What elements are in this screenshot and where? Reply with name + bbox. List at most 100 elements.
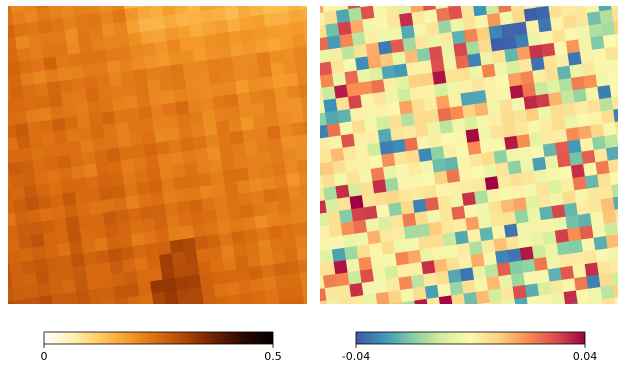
- heatmap-cell: [298, 83, 307, 98]
- heatmap-cell: [251, 102, 266, 118]
- heatmap-cell: [182, 61, 198, 77]
- heatmap-cell: [346, 82, 361, 98]
- heatmap-cell: [320, 163, 322, 178]
- heatmap-cell: [148, 91, 164, 107]
- heatmap-cell: [477, 126, 493, 142]
- heatmap-cell: [463, 291, 478, 304]
- heatmap-cell: [65, 128, 81, 144]
- heatmap-cell: [39, 207, 55, 223]
- heatmap-cell: [8, 149, 21, 165]
- heatmap-cell: [80, 315, 95, 330]
- heatmap-cell: [72, 0, 87, 4]
- heatmap-cell: [320, 249, 334, 264]
- heatmap-cell: [60, 267, 76, 282]
- heatmap-cell: [423, 9, 439, 24]
- heatmap-cell: [50, 105, 65, 121]
- heatmap-cell: [565, 39, 581, 54]
- heatmap-cell: [217, 132, 233, 147]
- heatmap-cell: [340, 221, 356, 236]
- heatmap-cell: [265, 112, 280, 128]
- heatmap-cell: [307, 339, 321, 353]
- heatmap-cell: [52, 30, 67, 45]
- heatmap-cell: [365, 42, 381, 57]
- heatmap-cell: [576, 113, 591, 128]
- heatmap-cell: [200, 9, 215, 24]
- heatmap-cell: [260, 0, 275, 3]
- heatmap-cell: [491, 225, 507, 240]
- heatmap-cell: [356, 156, 372, 171]
- heatmap-cell: [597, 172, 612, 188]
- heatmap-cell: [123, 182, 139, 198]
- heatmap-cell: [81, 63, 97, 79]
- heatmap-cell: [373, 279, 389, 294]
- heatmap-cell: [320, 61, 333, 77]
- heatmap-cell: [469, 153, 484, 168]
- heatmap-cell: [453, 306, 467, 320]
- heatmap-cell: [600, 197, 616, 212]
- heatmap-cell: [130, 232, 146, 247]
- heatmap-cell: [504, 135, 519, 151]
- heatmap-cell: [483, 163, 498, 179]
- heatmap-cell: [447, 269, 463, 284]
- heatmap-cell: [20, 72, 36, 87]
- heatmap-cell: [88, 288, 104, 303]
- heatmap-cell: [57, 66, 73, 82]
- heatmap-cell: [504, 47, 519, 63]
- heatmap-cell: [233, 242, 248, 258]
- heatmap-cell: [198, 84, 213, 100]
- heatmap-cell: [463, 204, 479, 219]
- heatmap-cell: [32, 158, 48, 173]
- heatmap-cell: [208, 246, 224, 262]
- heatmap-cell: [224, 181, 240, 197]
- heatmap-cell: [124, 95, 139, 110]
- heatmap-cell: [120, 70, 136, 86]
- heatmap-cell: [523, 270, 538, 286]
- heatmap-cell: [332, 336, 346, 350]
- heatmap-cell: [111, 272, 127, 288]
- heatmap-cell: [613, 20, 618, 35]
- heatmap-cell: [210, 258, 225, 274]
- heatmap-cell: [157, 240, 173, 256]
- heatmap-cell: [136, 6, 152, 21]
- heatmap-cell: [365, 217, 380, 233]
- heatmap-cell: [0, 127, 5, 142]
- heatmap-cell: [74, 189, 90, 205]
- heatmap-cell: [417, 235, 433, 251]
- heatmap-cell: [109, 172, 125, 188]
- heatmap-cell: [502, 35, 518, 51]
- heatmap-cell: [176, 288, 192, 304]
- heatmap-cell: [180, 225, 195, 240]
- heatmap-cell: [549, 192, 565, 207]
- heatmap-cell: [584, 174, 600, 190]
- heatmap-cell: [361, 105, 377, 121]
- heatmap-cell: [302, 302, 316, 316]
- heatmap-cell: [518, 146, 533, 161]
- heatmap-cell: [460, 179, 475, 195]
- heatmap-cell: [44, 68, 60, 84]
- heatmap-cell: [381, 65, 396, 80]
- heatmap-cell: [319, 337, 333, 351]
- heatmap-cell: [8, 37, 18, 52]
- heatmap-cell: [334, 6, 349, 12]
- heatmap-cell: [189, 23, 205, 38]
- heatmap-cell: [255, 227, 271, 242]
- heatmap-cell: [8, 237, 21, 252]
- heatmap-cell: [78, 214, 93, 230]
- heatmap-cell: [430, 146, 445, 161]
- heatmap-cell: [553, 41, 569, 56]
- heatmap-cell: [101, 23, 117, 38]
- heatmap-cell: [287, 272, 303, 288]
- heatmap-cell: [517, 234, 533, 249]
- heatmap-cell: [377, 40, 393, 56]
- heatmap-cell: [548, 6, 563, 19]
- heatmap-cell: [254, 39, 270, 54]
- heatmap-cell: [574, 188, 589, 204]
- heatmap-cell: [376, 28, 391, 43]
- heatmap-cell: [586, 11, 602, 26]
- heatmap-cell: [191, 123, 206, 139]
- heatmap-cell: [85, 6, 101, 15]
- heatmap-cell: [602, 121, 618, 137]
- heatmap-cell: [46, 256, 61, 272]
- heatmap-cell: [185, 86, 201, 102]
- heatmap-cell: [342, 303, 357, 318]
